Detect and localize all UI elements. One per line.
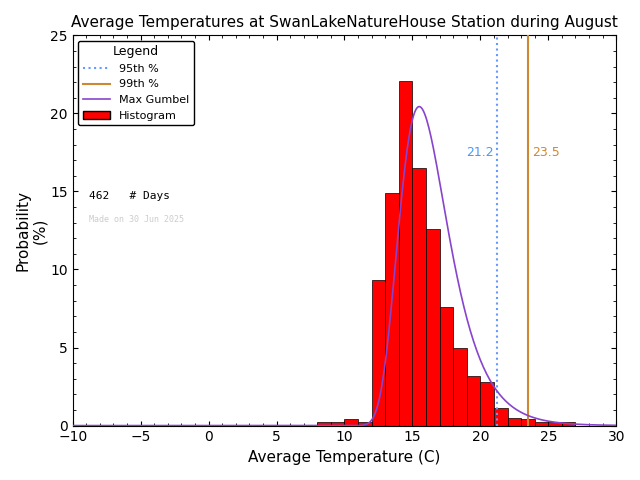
Bar — [534, 422, 548, 426]
X-axis label: Average Temperature (C): Average Temperature (C) — [248, 450, 441, 465]
Bar — [399, 81, 412, 426]
Bar — [481, 382, 494, 426]
Bar — [440, 307, 453, 426]
Bar — [548, 422, 562, 426]
Y-axis label: Probability
(%): Probability (%) — [15, 190, 47, 271]
Bar — [385, 193, 399, 426]
Bar — [372, 280, 385, 426]
Bar — [453, 348, 467, 426]
Bar — [344, 420, 358, 426]
Text: 23.5: 23.5 — [532, 146, 560, 159]
Text: 462   # Days: 462 # Days — [89, 192, 170, 202]
Text: 21.2: 21.2 — [467, 146, 494, 159]
Bar — [317, 422, 331, 426]
Bar — [521, 420, 534, 426]
Bar — [494, 408, 508, 426]
Bar — [467, 376, 481, 426]
Bar — [508, 418, 521, 426]
Legend: 95th %, 99th %, Max Gumbel, Histogram: 95th %, 99th %, Max Gumbel, Histogram — [78, 41, 194, 125]
Bar — [358, 422, 372, 426]
Title: Average Temperatures at SwanLakeNatureHouse Station during August: Average Temperatures at SwanLakeNatureHo… — [71, 15, 618, 30]
Text: Made on 30 Jun 2025: Made on 30 Jun 2025 — [89, 215, 184, 224]
Bar — [331, 422, 344, 426]
Bar — [562, 422, 575, 426]
Bar — [426, 229, 440, 426]
Bar — [412, 168, 426, 426]
